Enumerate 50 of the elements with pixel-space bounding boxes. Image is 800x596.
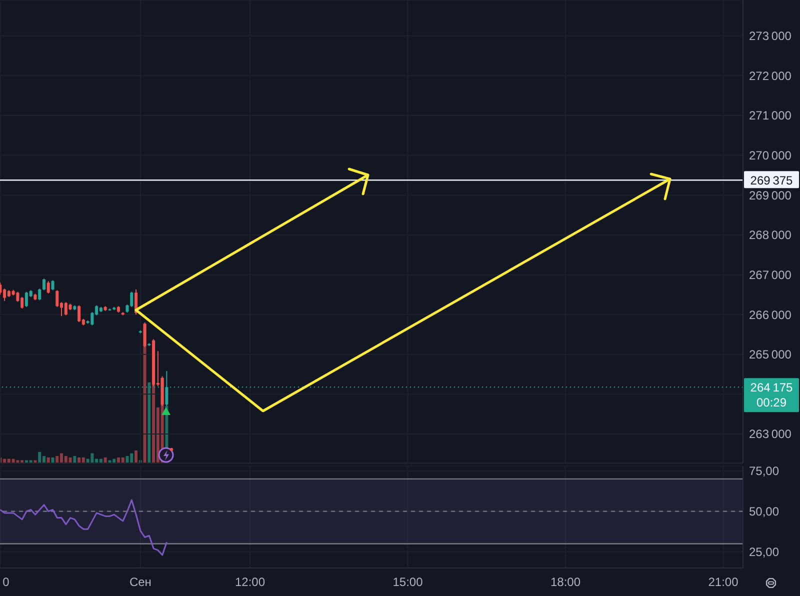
- y-tick-label: 269 000: [749, 188, 792, 202]
- ref-line-label: 269 375: [750, 174, 794, 188]
- bar: [56, 456, 59, 463]
- candlestick: [78, 304, 81, 323]
- bar: [82, 457, 85, 463]
- y-tick-label: 50,00: [749, 504, 780, 519]
- y-tick-label: 272 000: [749, 68, 792, 83]
- bar: [104, 457, 107, 463]
- bar: [90, 453, 94, 463]
- bar: [134, 450, 138, 463]
- x-tick-label: 21:00: [708, 575, 739, 589]
- bar: [38, 452, 42, 463]
- candlestick: [42, 278, 46, 291]
- y-tick-label: 267 000: [749, 268, 792, 282]
- y-tick-label: 270 000: [749, 148, 792, 163]
- bar: [42, 456, 46, 463]
- y-tick-label: 271 000: [749, 108, 792, 123]
- bar: [78, 457, 81, 463]
- bar: [148, 382, 151, 463]
- bar: [46, 457, 50, 463]
- bar: [126, 456, 129, 463]
- x-tick-label: 0: [2, 575, 10, 589]
- x-tick-label: Сен: [129, 575, 152, 589]
- line-series: [0, 499, 168, 556]
- ref-line-label: 264 175: [750, 380, 794, 395]
- y-tick-label: 273 000: [749, 29, 792, 44]
- candlestick: [56, 290, 59, 308]
- x-tick-label: 15:00: [392, 575, 424, 589]
- bar: [29, 460, 32, 463]
- bar: [73, 456, 76, 463]
- y-tick-label: 268 000: [749, 228, 792, 242]
- candlestick: [38, 288, 42, 301]
- x-tick-label: 12:00: [234, 575, 266, 589]
- text: 00:29: [756, 396, 787, 410]
- y-tick-label: 75,00: [749, 464, 780, 478]
- candlestick: [51, 280, 54, 291]
- bar: [68, 457, 72, 463]
- y-tick-label: 266 000: [749, 308, 792, 322]
- bar: [16, 460, 20, 463]
- candlestick: [46, 280, 50, 294]
- y-tick-label: 25,00: [749, 545, 780, 560]
- bar: [121, 457, 124, 463]
- bar: [108, 460, 112, 463]
- x-tick-label: 18:00: [550, 575, 581, 589]
- bar: [34, 460, 37, 463]
- y-tick-label: 263 000: [749, 427, 792, 442]
- bar: [51, 457, 54, 463]
- candlestick: [3, 288, 6, 302]
- y-tick-label: 265 000: [749, 348, 792, 362]
- candlestick: [143, 322, 146, 348]
